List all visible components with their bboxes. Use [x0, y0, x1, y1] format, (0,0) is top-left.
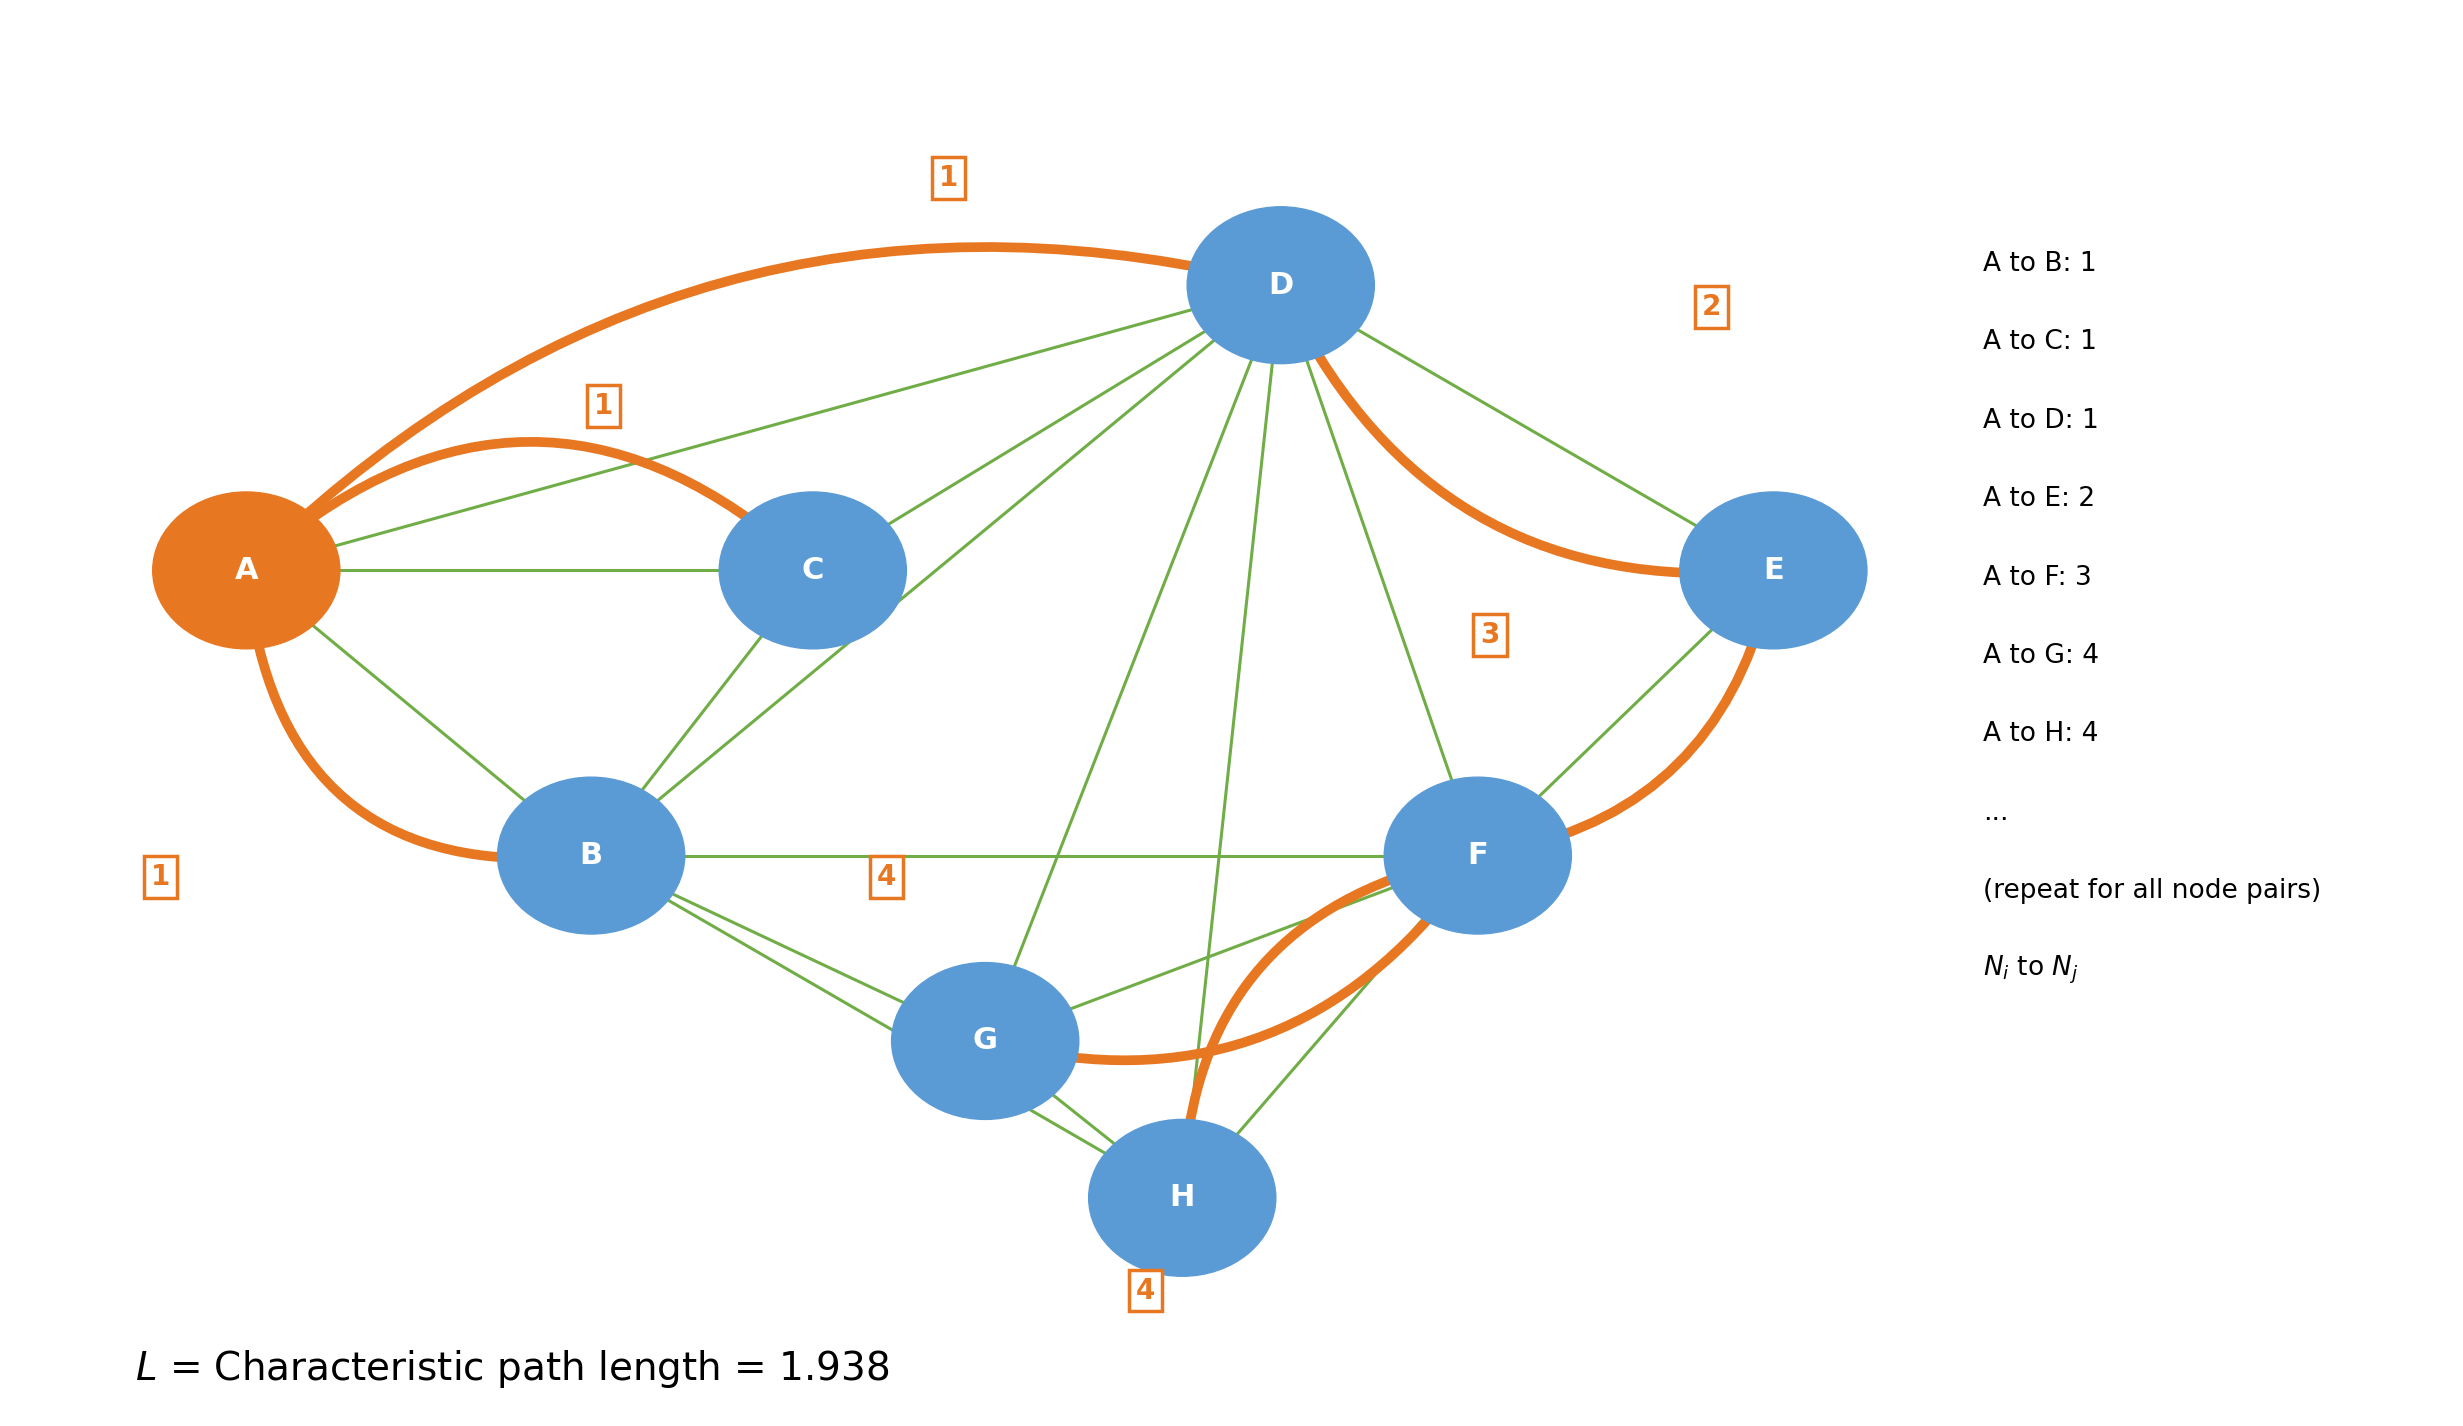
Text: (repeat for all node pairs): (repeat for all node pairs)	[1983, 878, 2320, 904]
Text: A to H: 4: A to H: 4	[1983, 722, 2098, 747]
FancyArrowPatch shape	[1293, 311, 1739, 573]
Text: 1: 1	[938, 164, 958, 193]
Text: A to E: 2: A to E: 2	[1983, 486, 2096, 512]
Ellipse shape	[719, 492, 906, 649]
Text: C: C	[800, 556, 825, 585]
Text: H: H	[1170, 1184, 1195, 1212]
Text: B: B	[579, 841, 603, 870]
Text: 4: 4	[1135, 1276, 1155, 1305]
Ellipse shape	[1384, 777, 1571, 934]
Text: $N_i$ to $N_j$: $N_i$ to $N_j$	[1983, 954, 2079, 985]
Text: G: G	[973, 1027, 998, 1055]
Ellipse shape	[1187, 207, 1374, 364]
FancyArrowPatch shape	[1512, 597, 1768, 850]
Text: ...: ...	[1983, 800, 2007, 826]
Text: E: E	[1764, 556, 1783, 585]
Ellipse shape	[892, 963, 1079, 1119]
Ellipse shape	[498, 777, 685, 934]
Ellipse shape	[1089, 1119, 1276, 1276]
Text: 3: 3	[1480, 620, 1500, 649]
FancyArrowPatch shape	[249, 597, 557, 858]
Text: A to B: 1: A to B: 1	[1983, 251, 2096, 277]
Text: D: D	[1268, 271, 1293, 299]
Text: A to D: 1: A to D: 1	[1983, 408, 2098, 434]
Text: F: F	[1468, 841, 1488, 870]
FancyArrowPatch shape	[1020, 878, 1461, 1061]
Text: 1: 1	[594, 392, 613, 421]
Text: A to G: 4: A to G: 4	[1983, 643, 2098, 669]
Text: A to F: 3: A to F: 3	[1983, 565, 2091, 590]
Text: A: A	[234, 556, 259, 585]
FancyArrowPatch shape	[266, 247, 1246, 550]
Text: 4: 4	[877, 863, 897, 891]
Text: A to C: 1: A to C: 1	[1983, 329, 2096, 355]
Text: 2: 2	[1702, 292, 1722, 321]
FancyArrowPatch shape	[1185, 861, 1451, 1164]
Ellipse shape	[153, 492, 340, 649]
FancyArrowPatch shape	[268, 442, 786, 552]
Text: $\it{L}$ = Characteristic path length = 1.938: $\it{L}$ = Characteristic path length = …	[135, 1348, 889, 1390]
Ellipse shape	[1680, 492, 1867, 649]
Text: 1: 1	[150, 863, 170, 891]
